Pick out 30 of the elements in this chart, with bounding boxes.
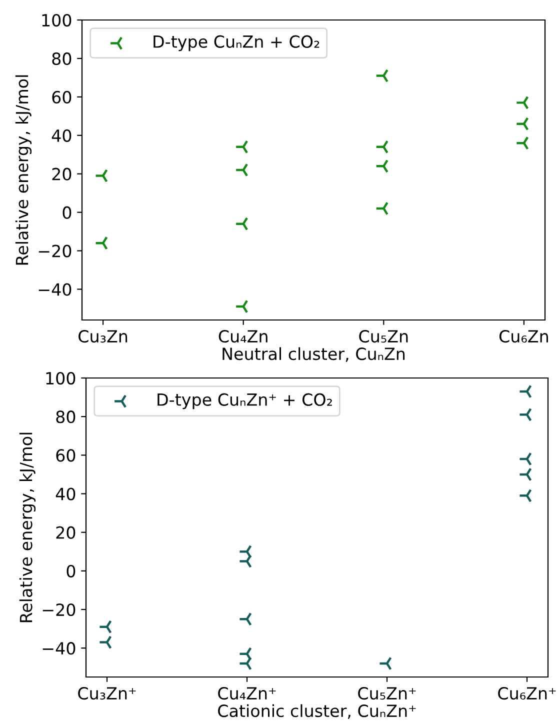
y-tick-label: 40 [56,488,76,500]
x-tick-label: Cu₃Zn⁺ [78,687,136,700]
y-tick-label: 20 [56,526,76,539]
y-axis-title: Relative energy, kJ/mol [15,75,32,265]
y-tick-label: 40 [52,129,72,142]
y-tick-label: −20 [42,603,76,616]
x-tick-label: Cu₅Zn [359,330,408,343]
x-axis-title: Neutral cluster, CuₙZn [222,347,405,362]
y-tick-label: 60 [56,449,76,462]
y-tick-label: 0 [66,564,76,578]
legend-label: D-type CuₙZn + CO₂ [154,35,320,52]
y-tick-label: 100 [42,14,72,27]
y-tick-label: −20 [38,244,72,258]
x-tick-label: Cu₄Zn⁺ [218,687,276,700]
x-tick-label: Cu₅Zn⁺ [358,687,416,700]
y-tick-label: 80 [52,52,72,66]
y-tick-label: 20 [52,168,72,180]
x-tick-label: Cu₄Zn [218,330,268,343]
x-tick-label: Cu₃Zn [78,330,128,343]
y-axis-title: Relative energy, kJ/mol [19,432,36,622]
y-tick-label: 100 [46,372,76,385]
x-tick-label: Cu₆Zn⁺ [498,687,556,700]
x-tick-label: Cu₆Zn [499,330,548,343]
y-tick-label: −40 [42,642,76,655]
y-tick-label: 60 [52,90,72,104]
legend-label: D-type CuₙZn⁺ + CO₂ [158,393,332,410]
y-tick-label: 0 [62,206,72,219]
y-tick-label: 80 [56,410,76,424]
x-axis-title: Cationic cluster, CuₙZn⁺ [218,704,416,719]
y-tick-label: −40 [38,283,72,296]
